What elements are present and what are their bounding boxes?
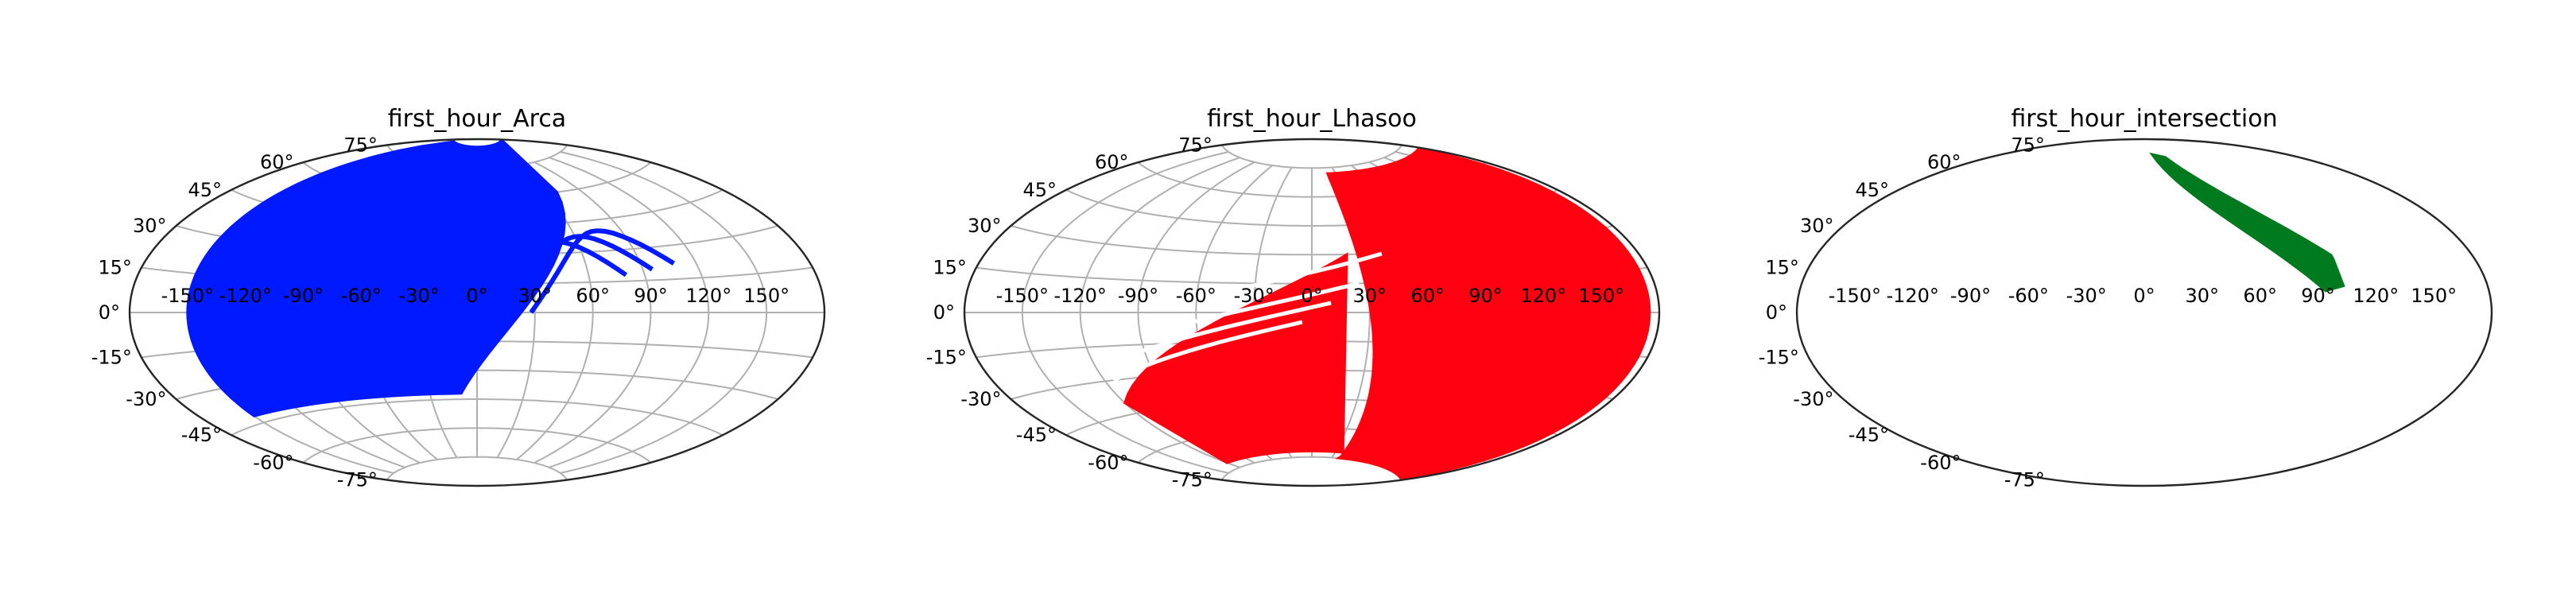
y-tick-label: -30° — [126, 388, 166, 410]
x-tick-label: -60° — [2008, 285, 2049, 307]
lhasoo-coverage-gap — [1149, 281, 1360, 336]
y-tick-label: 60° — [1927, 151, 1961, 173]
x-tick-label: 120° — [1520, 285, 1566, 307]
chart-title: first_hour_intersection — [2011, 105, 2277, 133]
x-tick-label: 150° — [1578, 285, 1624, 307]
y-tick-label: 0° — [99, 301, 120, 324]
y-tick-label: 45° — [1022, 179, 1057, 201]
y-tick-label: -30° — [1793, 388, 1833, 410]
y-tick-label: 75° — [343, 134, 378, 156]
x-tick-label: 90° — [1468, 285, 1503, 307]
parallel-grid-line — [1221, 144, 1402, 169]
x-tick-label: -150° — [996, 285, 1049, 307]
parallel-grid-line — [231, 398, 724, 437]
map-frame — [963, 138, 1661, 487]
arca-coverage-streak — [529, 228, 676, 314]
y-tick-label: 0° — [933, 301, 955, 324]
panel-lhasoo: -150° -120° -90° -60° -30° 0° 30° 60° 90° 120° 150… — [926, 105, 1661, 491]
x-tick-label: 0° — [466, 285, 487, 307]
x-tick-label: 0° — [1301, 285, 1322, 307]
x-tick-label: -60° — [341, 285, 382, 307]
y-tick-label: 75° — [2011, 134, 2045, 156]
x-tick-label: -90° — [1950, 285, 1991, 307]
x-tick-label: 90° — [634, 285, 668, 307]
y-tick-label: -75° — [1172, 469, 1212, 491]
y-tick-label: -75° — [2004, 469, 2045, 491]
y-tick-label: 30° — [133, 215, 167, 237]
x-tick-label: 30° — [1353, 285, 1387, 307]
panel-intersection: -150° -120° -90° -60° -30° 0° 30° 60° 90° 120° 150… — [1759, 105, 2493, 491]
y-tick-label: 30° — [968, 215, 1002, 237]
chart-title: first_hour_Arca — [388, 105, 566, 133]
x-tick-label: -120° — [1053, 285, 1106, 307]
y-tick-label: -45° — [1016, 424, 1057, 446]
x-tick-label: 90° — [2301, 285, 2335, 307]
x-tick-label: -120° — [219, 285, 271, 307]
y-tick-label: -60° — [1088, 452, 1128, 474]
x-tick-label: -90° — [1118, 285, 1158, 307]
x-tick-label: -30° — [1234, 285, 1274, 307]
lhasoo-coverage-gap — [1127, 301, 1332, 359]
y-tick-label: -15° — [926, 346, 967, 368]
x-tick-label: 0° — [2133, 285, 2155, 307]
x-tick-label: 120° — [2353, 285, 2399, 307]
x-tick-label: 120° — [685, 285, 731, 307]
x-tick-label: -120° — [1886, 285, 1938, 307]
y-tick-label: -15° — [91, 346, 132, 368]
map-frame — [1795, 138, 2493, 487]
y-tick-label: 15° — [98, 257, 132, 279]
x-tick-label: -150° — [1829, 285, 1881, 307]
lhasoo-coverage-region — [1325, 147, 1651, 480]
y-tick-label: 60° — [260, 151, 294, 173]
map-area — [964, 144, 1659, 481]
x-tick-label: 150° — [2411, 285, 2457, 307]
y-tick-label: -15° — [1759, 346, 1799, 368]
y-tick-label: 0° — [1766, 301, 1787, 324]
map-area — [130, 139, 824, 481]
parallel-grid-line — [302, 427, 652, 464]
x-tick-label: 30° — [2186, 285, 2220, 307]
arca-coverage-region — [186, 139, 566, 417]
x-tick-label: -90° — [283, 285, 324, 307]
x-tick-label: 150° — [743, 285, 789, 307]
y-tick-label: -75° — [337, 469, 378, 491]
x-tick-label: -60° — [1176, 285, 1216, 307]
chart-title: first_hour_Lhasoo — [1207, 105, 1417, 133]
x-tick-label: -30° — [2066, 285, 2107, 307]
intersection-coverage-region — [2149, 152, 2345, 293]
x-tick-label: 60° — [2243, 285, 2277, 307]
y-tick-label: 15° — [933, 257, 967, 279]
y-tick-label: 15° — [1765, 257, 1799, 279]
y-tick-label: -60° — [1920, 452, 1961, 474]
y-tick-label: -45° — [181, 424, 222, 446]
y-tick-label: 60° — [1095, 151, 1129, 173]
x-tick-label: 60° — [1410, 285, 1445, 307]
y-tick-label: -30° — [960, 388, 1001, 410]
y-tick-label: -60° — [253, 452, 293, 474]
map-frame — [128, 138, 826, 487]
arca-coverage-streak — [503, 234, 654, 318]
y-tick-label: 45° — [1855, 179, 1889, 201]
y-tick-label: -45° — [1849, 424, 1889, 446]
y-tick-label: 30° — [1800, 215, 1834, 237]
lhasoo-coverage-lobe — [1123, 252, 1348, 464]
x-tick-label: -150° — [161, 285, 214, 307]
lhasoo-coverage-gap — [1112, 320, 1303, 382]
x-tick-label: -30° — [399, 285, 440, 307]
y-tick-label: 75° — [1178, 134, 1212, 156]
y-tick-label: 45° — [188, 179, 222, 201]
x-tick-label: 60° — [576, 285, 610, 307]
x-tick-label: 30° — [518, 285, 553, 307]
panel-arca: -150° -120° -90° -60° -30° 0° 30° 60° 90° 120° 150… — [91, 105, 826, 491]
lhasoo-coverage-gap — [1176, 251, 1383, 305]
arca-coverage-streak — [475, 239, 628, 322]
parallel-grid-line — [386, 456, 568, 481]
map-area — [2149, 152, 2345, 293]
